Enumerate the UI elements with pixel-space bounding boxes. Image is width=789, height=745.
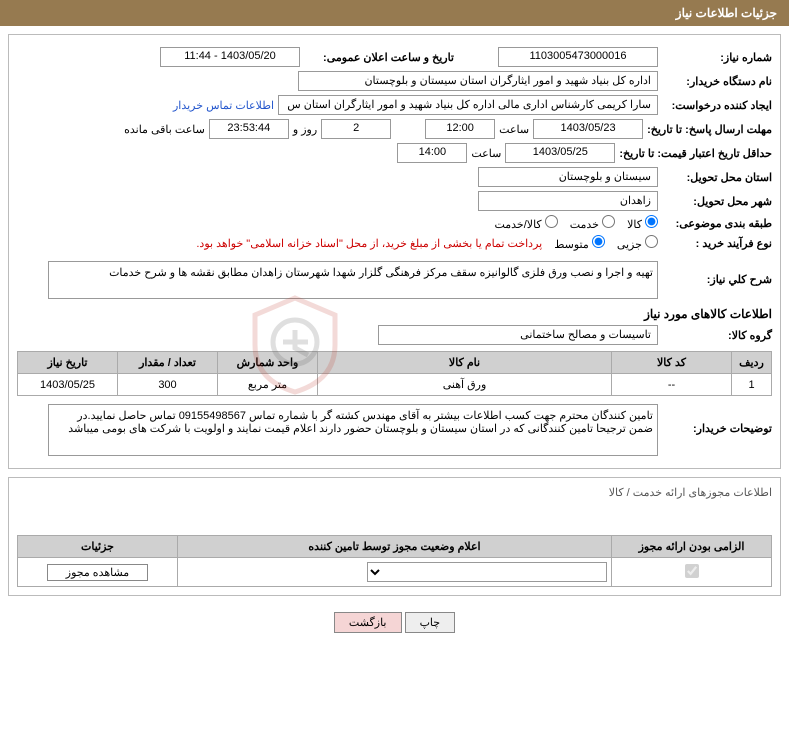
validity-label: حداقل تاریخ اعتبار قیمت: تا تاریخ: bbox=[619, 147, 772, 160]
validity-date: 1403/05/25 bbox=[505, 143, 615, 163]
td-unit: متر مربع bbox=[218, 374, 318, 396]
desc-text: تهیه و اجرا و نصب ورق فلزی گالوانیزه سقف… bbox=[48, 261, 658, 299]
th-date: تاریخ نیاز bbox=[18, 352, 118, 374]
desc-label: شرح کلي نیاز: bbox=[662, 273, 772, 286]
goods-table: ردیف کد کالا نام کالا واحد شمارش تعداد /… bbox=[17, 351, 772, 396]
page-title: جزئیات اطلاعات نیاز bbox=[676, 6, 777, 20]
deadline-label: مهلت ارسال پاسخ: تا تاریخ: bbox=[647, 123, 772, 136]
remain-days: 2 bbox=[321, 119, 391, 139]
category-radios: کالا خدمت کالا/خدمت bbox=[494, 215, 658, 231]
page-header: جزئیات اطلاعات نیاز bbox=[0, 0, 789, 26]
remain-day-label: روز و bbox=[293, 123, 317, 136]
time-label-2: ساعت bbox=[471, 147, 501, 160]
th-row: ردیف bbox=[732, 352, 772, 374]
td-detail: مشاهده مجوز bbox=[18, 558, 178, 587]
buy-type-radios: جزیی متوسط bbox=[554, 235, 658, 251]
group-value: تاسیسات و مصالح ساختمانی bbox=[378, 325, 658, 345]
buyer-note-text: تامین کنندگان محترم جهت کسب اطلاعات بیشت… bbox=[48, 404, 658, 456]
th-detail: جزئیات bbox=[18, 536, 178, 558]
buyer-note-label: توضیحات خریدار: bbox=[662, 422, 772, 435]
td-mandatory bbox=[612, 558, 772, 587]
announce-label: تاریخ و ساعت اعلان عمومی: bbox=[304, 51, 454, 64]
status-select[interactable] bbox=[367, 562, 607, 582]
main-panel: شماره نیاز: 1103005473000016 تاریخ و ساع… bbox=[8, 34, 781, 469]
th-status: اعلام وضعیت مجوز توسط تامین کننده bbox=[178, 536, 612, 558]
group-label: گروه کالا: bbox=[662, 329, 772, 342]
radio-medium[interactable] bbox=[592, 235, 605, 248]
contact-link[interactable]: اطلاعات تماس خریدار bbox=[173, 99, 274, 112]
permit-row: مشاهده مجوز bbox=[18, 558, 772, 587]
th-code: کد کالا bbox=[612, 352, 732, 374]
back-button[interactable]: بازگشت bbox=[334, 612, 402, 633]
validity-time: 14:00 bbox=[397, 143, 467, 163]
need-number: 1103005473000016 bbox=[498, 47, 658, 67]
th-qty: تعداد / مقدار bbox=[118, 352, 218, 374]
radio-both[interactable] bbox=[545, 215, 558, 228]
print-button[interactable]: چاپ bbox=[405, 612, 456, 633]
permit-panel: اطلاعات مجوزهای ارائه خدمت / کالا الزامی… bbox=[8, 477, 781, 596]
deadline-time: 12:00 bbox=[425, 119, 495, 139]
province-label: استان محل تحویل: bbox=[662, 171, 772, 184]
creator-label: ایجاد کننده درخواست: bbox=[662, 99, 772, 112]
permit-table: الزامی بودن ارائه مجوز اعلام وضعیت مجوز … bbox=[17, 535, 772, 587]
goods-section-title: اطلاعات کالاهای مورد نیاز bbox=[17, 307, 772, 321]
time-label-1: ساعت bbox=[499, 123, 529, 136]
category-label: طبقه بندی موضوعی: bbox=[662, 217, 772, 230]
th-name: نام کالا bbox=[318, 352, 612, 374]
table-row: 1 -- ورق آهنی متر مربع 300 1403/05/25 bbox=[18, 374, 772, 396]
td-name: ورق آهنی bbox=[318, 374, 612, 396]
td-date: 1403/05/25 bbox=[18, 374, 118, 396]
city: زاهدان bbox=[478, 191, 658, 211]
need-number-label: شماره نیاز: bbox=[662, 51, 772, 64]
remain-time: 23:53:44 bbox=[209, 119, 289, 139]
buyer-name: اداره کل بنیاد شهید و امور ایثارگران است… bbox=[298, 71, 658, 91]
mandatory-checkbox bbox=[685, 564, 699, 578]
creator-name: سارا کریمی کارشناس اداری مالی اداره کل ب… bbox=[278, 95, 658, 115]
th-mandatory: الزامی بودن ارائه مجوز bbox=[612, 536, 772, 558]
city-label: شهر محل تحویل: bbox=[662, 195, 772, 208]
buy-type-label: نوع فرآیند خرید : bbox=[662, 237, 772, 250]
td-code: -- bbox=[612, 374, 732, 396]
buyer-label: نام دستگاه خریدار: bbox=[662, 75, 772, 88]
button-row: چاپ بازگشت bbox=[0, 604, 789, 641]
td-row: 1 bbox=[732, 374, 772, 396]
radio-small[interactable] bbox=[645, 235, 658, 248]
view-permit-button[interactable]: مشاهده مجوز bbox=[47, 564, 148, 581]
td-qty: 300 bbox=[118, 374, 218, 396]
permit-section-title: اطلاعات مجوزهای ارائه خدمت / کالا bbox=[17, 486, 772, 499]
deadline-date: 1403/05/23 bbox=[533, 119, 643, 139]
td-status bbox=[178, 558, 612, 587]
announce-value: 1403/05/20 - 11:44 bbox=[160, 47, 300, 67]
radio-goods[interactable] bbox=[645, 215, 658, 228]
radio-service[interactable] bbox=[602, 215, 615, 228]
province: سیستان و بلوچستان bbox=[478, 167, 658, 187]
th-unit: واحد شمارش bbox=[218, 352, 318, 374]
payment-note: پرداخت تمام یا بخشی از مبلغ خرید، از محل… bbox=[196, 237, 542, 250]
remain-suffix: ساعت باقی مانده bbox=[124, 123, 205, 136]
